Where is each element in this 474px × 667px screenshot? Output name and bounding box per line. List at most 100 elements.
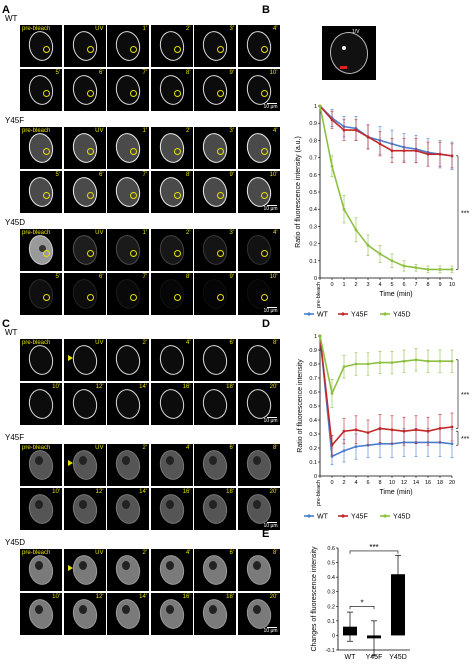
time-label: 8' xyxy=(273,340,278,346)
x-tick-label: 5 xyxy=(390,282,393,288)
time-label: 5' xyxy=(55,69,60,76)
data-point xyxy=(402,149,406,153)
time-label: 16' xyxy=(182,383,191,390)
micrograph-tile: pre-bleach xyxy=(20,127,62,169)
scale-bar-label: 10 μm xyxy=(263,205,278,212)
y-tick-label: 0 xyxy=(332,633,335,639)
nucleus xyxy=(200,342,230,378)
nucleolus xyxy=(122,604,130,614)
micrograph-tile: 12' xyxy=(63,592,106,635)
series-line-y45f xyxy=(319,335,453,448)
nucleolus xyxy=(35,499,43,509)
data-point xyxy=(426,359,430,363)
micrograph-tile: 6' xyxy=(63,68,106,111)
scale-bar xyxy=(266,416,277,418)
data-point xyxy=(342,365,346,369)
nucleus xyxy=(113,174,143,209)
panel-label-a: A xyxy=(2,4,10,16)
bleach-roi-circle xyxy=(260,148,268,155)
time-label: 8' xyxy=(186,171,191,178)
time-label: 3' xyxy=(229,128,234,134)
bleach-roi-circle xyxy=(86,250,94,257)
nucleus xyxy=(26,174,56,209)
micrograph-tile: 20' 10 μm xyxy=(237,487,280,530)
micrograph-tile: 6' xyxy=(194,549,236,591)
data-point xyxy=(414,428,418,432)
data-point xyxy=(426,429,430,433)
micrograph-tile: 14' xyxy=(107,592,149,635)
micrograph-tile: 6' xyxy=(63,272,106,315)
micrograph-tile: 18' xyxy=(194,592,236,635)
legend-marker xyxy=(307,514,311,518)
nucleus xyxy=(26,552,56,588)
time-label: 8' xyxy=(186,273,191,280)
y-tick-label: 0 xyxy=(314,474,317,480)
inset-bright-spot xyxy=(342,46,346,50)
bleach-roi-circle xyxy=(217,191,224,199)
nucleolus xyxy=(252,456,261,465)
significance-label: *** xyxy=(461,211,469,218)
nucleus xyxy=(156,130,187,166)
nucleolus xyxy=(78,499,87,509)
time-label: 18' xyxy=(226,488,234,495)
nucleolus xyxy=(35,604,43,614)
bleach-roi-circle xyxy=(173,148,181,155)
time-label: 3' xyxy=(229,26,234,32)
data-point xyxy=(318,104,322,108)
y-tick-label: 0.8 xyxy=(309,362,317,368)
nucleus xyxy=(69,447,100,483)
bleach-roi-circle xyxy=(130,89,137,97)
micrograph-tile: 4' xyxy=(237,229,280,271)
nucleus xyxy=(69,386,100,421)
micrograph-tile: UV xyxy=(63,549,106,591)
nucleus xyxy=(26,130,56,166)
micrograph-tile: 16' xyxy=(150,382,193,425)
time-label: UV xyxy=(95,550,104,556)
micrograph-tile: 7' xyxy=(107,272,149,315)
data-point xyxy=(450,154,454,158)
legend-marker xyxy=(341,312,345,316)
bleach-roi-circle xyxy=(173,250,181,257)
micrograph-tile: 4' xyxy=(237,127,280,169)
data-point xyxy=(354,228,358,232)
time-label: UV xyxy=(95,230,104,236)
time-label: UV xyxy=(95,128,104,134)
series-line-y45d xyxy=(319,335,452,396)
nucleus xyxy=(69,276,100,311)
time-label: 6' xyxy=(99,69,104,76)
data-point xyxy=(354,428,358,432)
significance-label: *** xyxy=(461,392,469,399)
bleach-roi-circle xyxy=(130,293,137,301)
nucleus xyxy=(156,276,187,311)
scale-bar xyxy=(266,306,277,308)
nucleolus xyxy=(252,499,261,509)
x-tick-label: 16 xyxy=(425,480,431,486)
micrograph-tile: 8' xyxy=(237,549,280,591)
nucleolus xyxy=(209,561,217,570)
data-point xyxy=(378,252,382,256)
nucleus xyxy=(69,232,100,268)
x-tick-label: 2 xyxy=(354,282,357,288)
sig-bracket xyxy=(349,550,399,554)
nucleus xyxy=(69,491,100,526)
data-point xyxy=(450,425,454,429)
y-tick-label: 0.3 xyxy=(327,590,335,596)
bleach-roi-circle xyxy=(130,250,137,257)
nucleolus xyxy=(209,456,217,465)
time-label: 10' xyxy=(269,171,278,178)
data-point xyxy=(354,128,358,132)
x-tick-label: 2 xyxy=(342,480,345,486)
nucleus xyxy=(156,28,187,64)
time-label: 14' xyxy=(139,383,147,390)
nucleus xyxy=(200,72,230,107)
legend-marker xyxy=(307,312,311,316)
bleach-roi-circle xyxy=(43,293,50,301)
micrograph-tile: 9' xyxy=(194,272,236,315)
data-point xyxy=(438,427,442,430)
data-point xyxy=(330,164,334,168)
nucleus xyxy=(243,28,274,64)
x-tick-label: 1 xyxy=(342,282,345,288)
micrograph-tile: 7' xyxy=(107,170,149,213)
significance-label: *** xyxy=(369,543,378,552)
time-label: UV xyxy=(95,445,104,451)
